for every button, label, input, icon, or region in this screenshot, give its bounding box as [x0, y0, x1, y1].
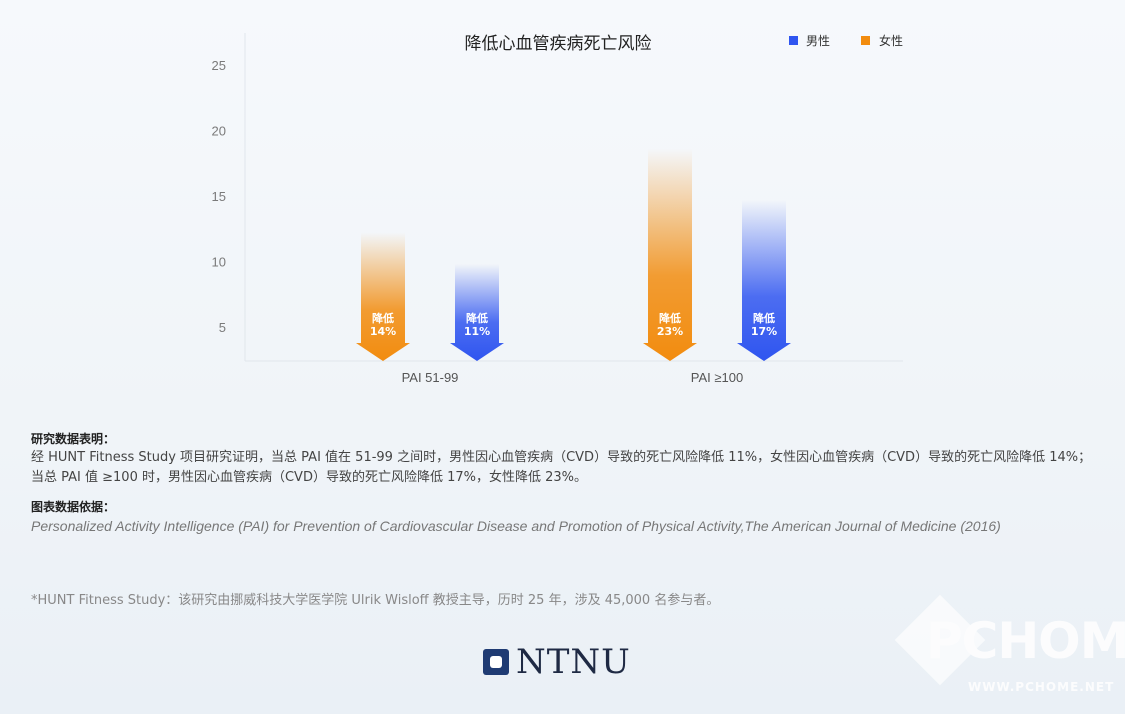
- chart-title: 降低心血管疾病死亡风险: [465, 34, 652, 54]
- findings-heading: 研究数据表明：: [31, 432, 116, 446]
- watermark-url: WWW.PCHOME.NET: [968, 680, 1115, 694]
- bar-data-label: 降低 11%: [464, 311, 490, 338]
- y-tick-label: 15: [212, 189, 226, 204]
- bar-data-label: 降低 17%: [751, 311, 777, 338]
- legend-label-male: 男性: [806, 34, 830, 48]
- source-citation: Personalized Activity Intelligence (PAI)…: [31, 518, 1001, 534]
- y-tick-label: 5: [219, 320, 226, 335]
- footnote: *HUNT Fitness Study：该研究由挪威科技大学医学院 Ulrik …: [31, 593, 720, 608]
- watermark-text: PCHOME: [926, 612, 1125, 670]
- x-axis-labels: PAI 51-99 PAI ≥100: [402, 370, 744, 385]
- bar-arrow: [356, 232, 410, 361]
- ntnu-logo-text: NTNU: [516, 642, 631, 682]
- bar-arrow: [643, 148, 697, 361]
- pchome-watermark: PCHOME WWW.PCHOME.NET: [894, 594, 1125, 700]
- ntnu-logo-mark: [483, 649, 509, 675]
- y-axis-ticks: 5 10 15 20 25: [212, 58, 226, 335]
- legend-swatch-male: [789, 36, 798, 45]
- legend-label-female: 女性: [879, 33, 903, 48]
- notes-section: 研究数据表明： 经 HUNT Fitness Study 项目研究证明，当总 P…: [31, 430, 1101, 536]
- findings-text: 经 HUNT Fitness Study 项目研究证明，当总 PAI 值在 51…: [31, 450, 1092, 485]
- bar-data-label: 降低 23%: [657, 311, 683, 338]
- bar-data-label: 降低 14%: [370, 311, 396, 338]
- bar-arrow: [737, 199, 791, 361]
- bar-arrow: [450, 263, 504, 361]
- bar-series: 降低 14% 降低 11% 降低 23% 降低 17%: [356, 148, 791, 361]
- y-tick-label: 10: [212, 255, 226, 270]
- ntnu-logo: NTNU: [483, 644, 631, 680]
- source-heading: 图表数据依据：: [31, 500, 116, 514]
- x-category-label: PAI 51-99: [402, 370, 459, 385]
- y-tick-label: 20: [212, 123, 226, 138]
- legend-swatch-female: [861, 36, 870, 45]
- legend: 男性 女性: [789, 33, 903, 48]
- y-tick-label: 25: [212, 58, 226, 73]
- x-category-label: PAI ≥100: [691, 370, 743, 385]
